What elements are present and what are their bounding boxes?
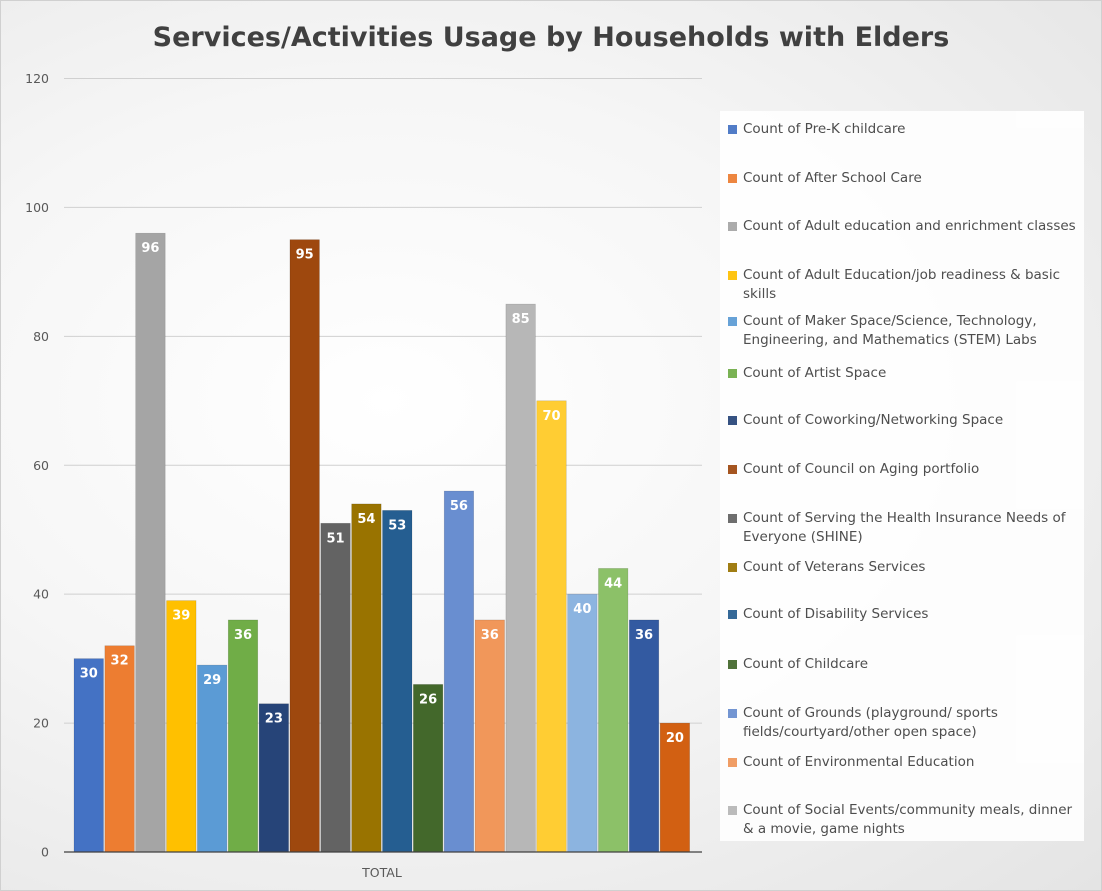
legend: Count of Pre-K childcare Count of After S… (720, 111, 1084, 841)
legend-item: Count of Maker Space/Science, Technology… (728, 312, 1083, 350)
y-tick-label: 60 (33, 458, 49, 473)
data-label: 95 (296, 248, 314, 263)
axes: 0 20 40 60 80 100 120 TOTAL (25, 71, 702, 880)
data-label: 30 (80, 667, 98, 682)
bar (598, 568, 629, 853)
legend-item: Count of Adult Education/job readiness &… (728, 266, 1083, 304)
legend-label: Count of Council on Aging portfolio (743, 461, 980, 477)
data-label: 36 (635, 628, 653, 643)
legend-swatch (728, 222, 737, 231)
bar (227, 619, 259, 853)
legend-swatch (728, 610, 737, 619)
bar (166, 600, 197, 853)
data-label: 70 (542, 409, 560, 424)
y-tick-label: 80 (33, 329, 49, 344)
legend-item: Count of Social Events/community meals, … (728, 801, 1083, 839)
bar (351, 503, 382, 853)
legend-label: Count of Veterans Services (743, 559, 926, 575)
legend-label: Count of Childcare (743, 656, 868, 672)
legend-label: Count of Adult education and enrichment … (743, 218, 1076, 234)
bar (413, 684, 444, 853)
data-label: 85 (512, 312, 530, 327)
bar (536, 400, 567, 853)
data-label: 40 (573, 602, 591, 617)
data-label: 51 (327, 531, 345, 546)
chart-title: Services/Activities Usage by Households … (152, 22, 950, 53)
bar (382, 510, 413, 853)
legend-label: Count of Pre-K childcare (743, 121, 906, 137)
legend-item: Count of Adult education and enrichment … (728, 217, 1083, 236)
legend-label: Count of After School Care (743, 170, 922, 186)
bar (505, 303, 536, 853)
y-tick-label: 100 (25, 200, 49, 215)
legend-label: Count of Maker Space/Science, Technology… (743, 313, 1037, 348)
legend-label: Count of Artist Space (743, 365, 887, 381)
legend-item: Count of Serving the Health Insurance Ne… (728, 509, 1083, 547)
bar (289, 239, 320, 853)
legend-swatch (728, 416, 737, 425)
data-label: 20 (666, 731, 684, 746)
legend-swatch (728, 271, 737, 280)
legend-label: Count of Serving the Health Insurance Ne… (743, 510, 1066, 545)
bar (443, 490, 475, 853)
legend-item: Count of Artist Space (728, 364, 1083, 383)
legend-swatch (728, 806, 737, 815)
y-tick-label: 120 (25, 71, 49, 86)
legend-label: Count of Environmental Education (743, 754, 975, 770)
bar-series (73, 232, 690, 853)
legend-item: Count of Council on Aging portfolio (728, 460, 1083, 479)
y-tick-label: 40 (33, 587, 49, 602)
data-label: 29 (203, 673, 221, 688)
bar (659, 722, 690, 853)
data-label: 44 (604, 576, 622, 591)
data-label: 53 (388, 518, 406, 533)
bar (567, 593, 598, 853)
y-tick-label: 0 (41, 845, 49, 860)
legend-item: Count of Coworking/Networking Space (728, 411, 1083, 430)
data-label: 36 (234, 628, 252, 643)
legend-item: Count of Pre-K childcare (728, 120, 1083, 139)
legend-label: Count of Adult Education/job readiness &… (743, 267, 1061, 302)
bar (320, 522, 351, 853)
legend-swatch (728, 709, 737, 718)
data-label: 54 (357, 512, 375, 527)
legend-swatch (728, 174, 737, 183)
legend-label: Count of Grounds (playground/ sports fie… (743, 705, 998, 740)
data-label: 36 (481, 628, 499, 643)
legend-swatch (728, 660, 737, 669)
data-label: 32 (111, 654, 129, 669)
x-tick-label: TOTAL (361, 865, 402, 880)
legend-item: Count of Grounds (playground/ sports fie… (728, 704, 1083, 742)
data-label: 23 (265, 712, 283, 727)
legend-swatch (728, 563, 737, 572)
data-labels: 30 32 96 39 29 36 23 95 51 54 53 26 56 36 85 70 40 44 36 20 (80, 241, 684, 746)
legend-item: Count of After School Care (728, 169, 1083, 188)
legend-item: Count of Environmental Education (728, 753, 1083, 772)
bar (258, 703, 289, 853)
legend-swatch (728, 758, 737, 767)
legend-swatch (728, 317, 737, 326)
data-label: 39 (172, 609, 190, 624)
bar (197, 664, 228, 853)
data-label: 96 (141, 241, 159, 256)
legend-label: Count of Coworking/Networking Space (743, 412, 1004, 428)
legend-swatch (728, 125, 737, 134)
bar (135, 232, 166, 853)
data-label: 26 (419, 692, 437, 707)
legend-swatch (728, 369, 737, 378)
legend-label: Count of Disability Services (743, 606, 929, 622)
legend-swatch (728, 465, 737, 474)
legend-item: Count of Disability Services (728, 605, 1083, 624)
data-label: 56 (450, 499, 468, 514)
bar (73, 658, 104, 853)
legend-label: Count of Social Events/community meals, … (743, 802, 1073, 837)
legend-swatch (728, 514, 737, 523)
legend-item: Count of Childcare (728, 655, 1083, 674)
bar (104, 645, 135, 853)
bar (628, 619, 660, 853)
bar (474, 619, 505, 853)
y-tick-label: 20 (33, 716, 49, 731)
legend-item: Count of Veterans Services (728, 558, 1083, 577)
